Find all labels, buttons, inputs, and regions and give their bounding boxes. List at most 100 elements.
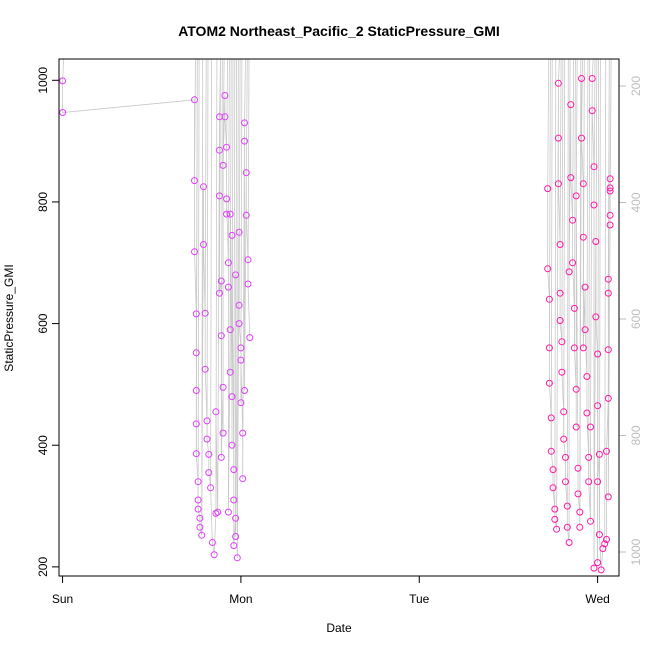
data-point [194, 496, 202, 504]
data-point [579, 233, 587, 241]
data-point [216, 289, 223, 297]
data-point [191, 96, 198, 104]
data-point [604, 275, 612, 283]
data-point [194, 478, 202, 486]
y-tick-label: 1000 [36, 67, 50, 94]
data-point [230, 496, 238, 504]
data-point [597, 566, 605, 574]
data-point [212, 408, 220, 416]
data-point [192, 420, 200, 428]
data-point [246, 334, 254, 342]
data-point [224, 508, 232, 516]
data-point [599, 545, 607, 553]
data-point [221, 113, 229, 121]
data-point [217, 277, 225, 285]
data-point [219, 429, 227, 437]
right-tick-label: 400 [629, 192, 643, 212]
data-point [198, 531, 206, 539]
data-point [216, 113, 223, 121]
data-point [203, 435, 211, 443]
data-point [216, 146, 223, 154]
data-point [572, 423, 580, 431]
y-tick-label: 200 [36, 557, 50, 577]
data-point [587, 423, 594, 431]
x-tick-label: Wed [585, 592, 609, 606]
data-point [192, 450, 200, 458]
data-point [545, 379, 553, 387]
data-point [226, 368, 234, 376]
data-point [221, 92, 229, 99]
data-point [594, 402, 602, 410]
x-tick-label: Sun [52, 592, 73, 606]
data-point [192, 387, 200, 394]
data-point [194, 505, 202, 513]
data-point [595, 450, 603, 458]
data-point [547, 447, 555, 455]
data-point [217, 332, 225, 340]
data-point [201, 365, 209, 373]
data-point [214, 508, 222, 516]
data-point [592, 313, 600, 321]
data-point [554, 180, 562, 188]
data-point [579, 344, 587, 352]
data-point [563, 523, 571, 531]
data-point [545, 344, 553, 352]
data-point [569, 259, 577, 267]
data-point [604, 346, 612, 354]
data-point [556, 289, 564, 297]
data-point [604, 493, 612, 501]
data-point [565, 539, 573, 546]
data-point [226, 210, 234, 218]
profile-spikes-1 [547, 58, 612, 563]
data-point [223, 195, 231, 203]
data-point [572, 192, 580, 200]
data-point [192, 349, 200, 357]
data-point [592, 238, 600, 245]
data-point [606, 187, 614, 195]
data-point [594, 350, 602, 358]
profile-trace-1 [547, 78, 611, 570]
data-point [191, 177, 198, 185]
data-point [574, 464, 582, 472]
data-point [237, 399, 245, 407]
data-point [583, 373, 591, 380]
data-point [228, 441, 236, 449]
chart-title: ATOM2 Northeast_Pacific_2 StaticPressure… [178, 23, 500, 39]
data-point [606, 184, 614, 192]
data-point [547, 414, 555, 422]
y-tick-label: 600 [36, 313, 50, 333]
data-point [200, 183, 207, 191]
data-point [604, 394, 612, 402]
data-point [59, 109, 67, 116]
right-tick-label: 600 [629, 309, 643, 329]
data-point [583, 409, 591, 417]
data-point [572, 385, 580, 393]
data-point [544, 185, 552, 193]
data-point [201, 309, 209, 317]
data-point [594, 559, 602, 567]
data-point [604, 289, 612, 297]
y-tick-label: 800 [36, 192, 50, 212]
data-point [244, 256, 252, 264]
data-point [595, 531, 603, 539]
data-point [594, 478, 602, 486]
data-point [208, 539, 216, 546]
data-point [242, 211, 250, 219]
data-point [239, 475, 247, 483]
data-point [569, 216, 577, 224]
data-point [217, 453, 225, 461]
data-point [588, 75, 596, 82]
data-point [587, 517, 594, 525]
data-point [228, 231, 236, 239]
profile-lines [62, 58, 612, 570]
data-point [545, 295, 553, 303]
data-point [551, 515, 559, 523]
y-tick-label: 400 [36, 435, 50, 455]
data-point [606, 175, 614, 183]
data-point [237, 356, 245, 364]
data-point [219, 161, 227, 169]
data-point [570, 304, 578, 312]
data-point [606, 211, 614, 219]
data-point [560, 435, 568, 443]
